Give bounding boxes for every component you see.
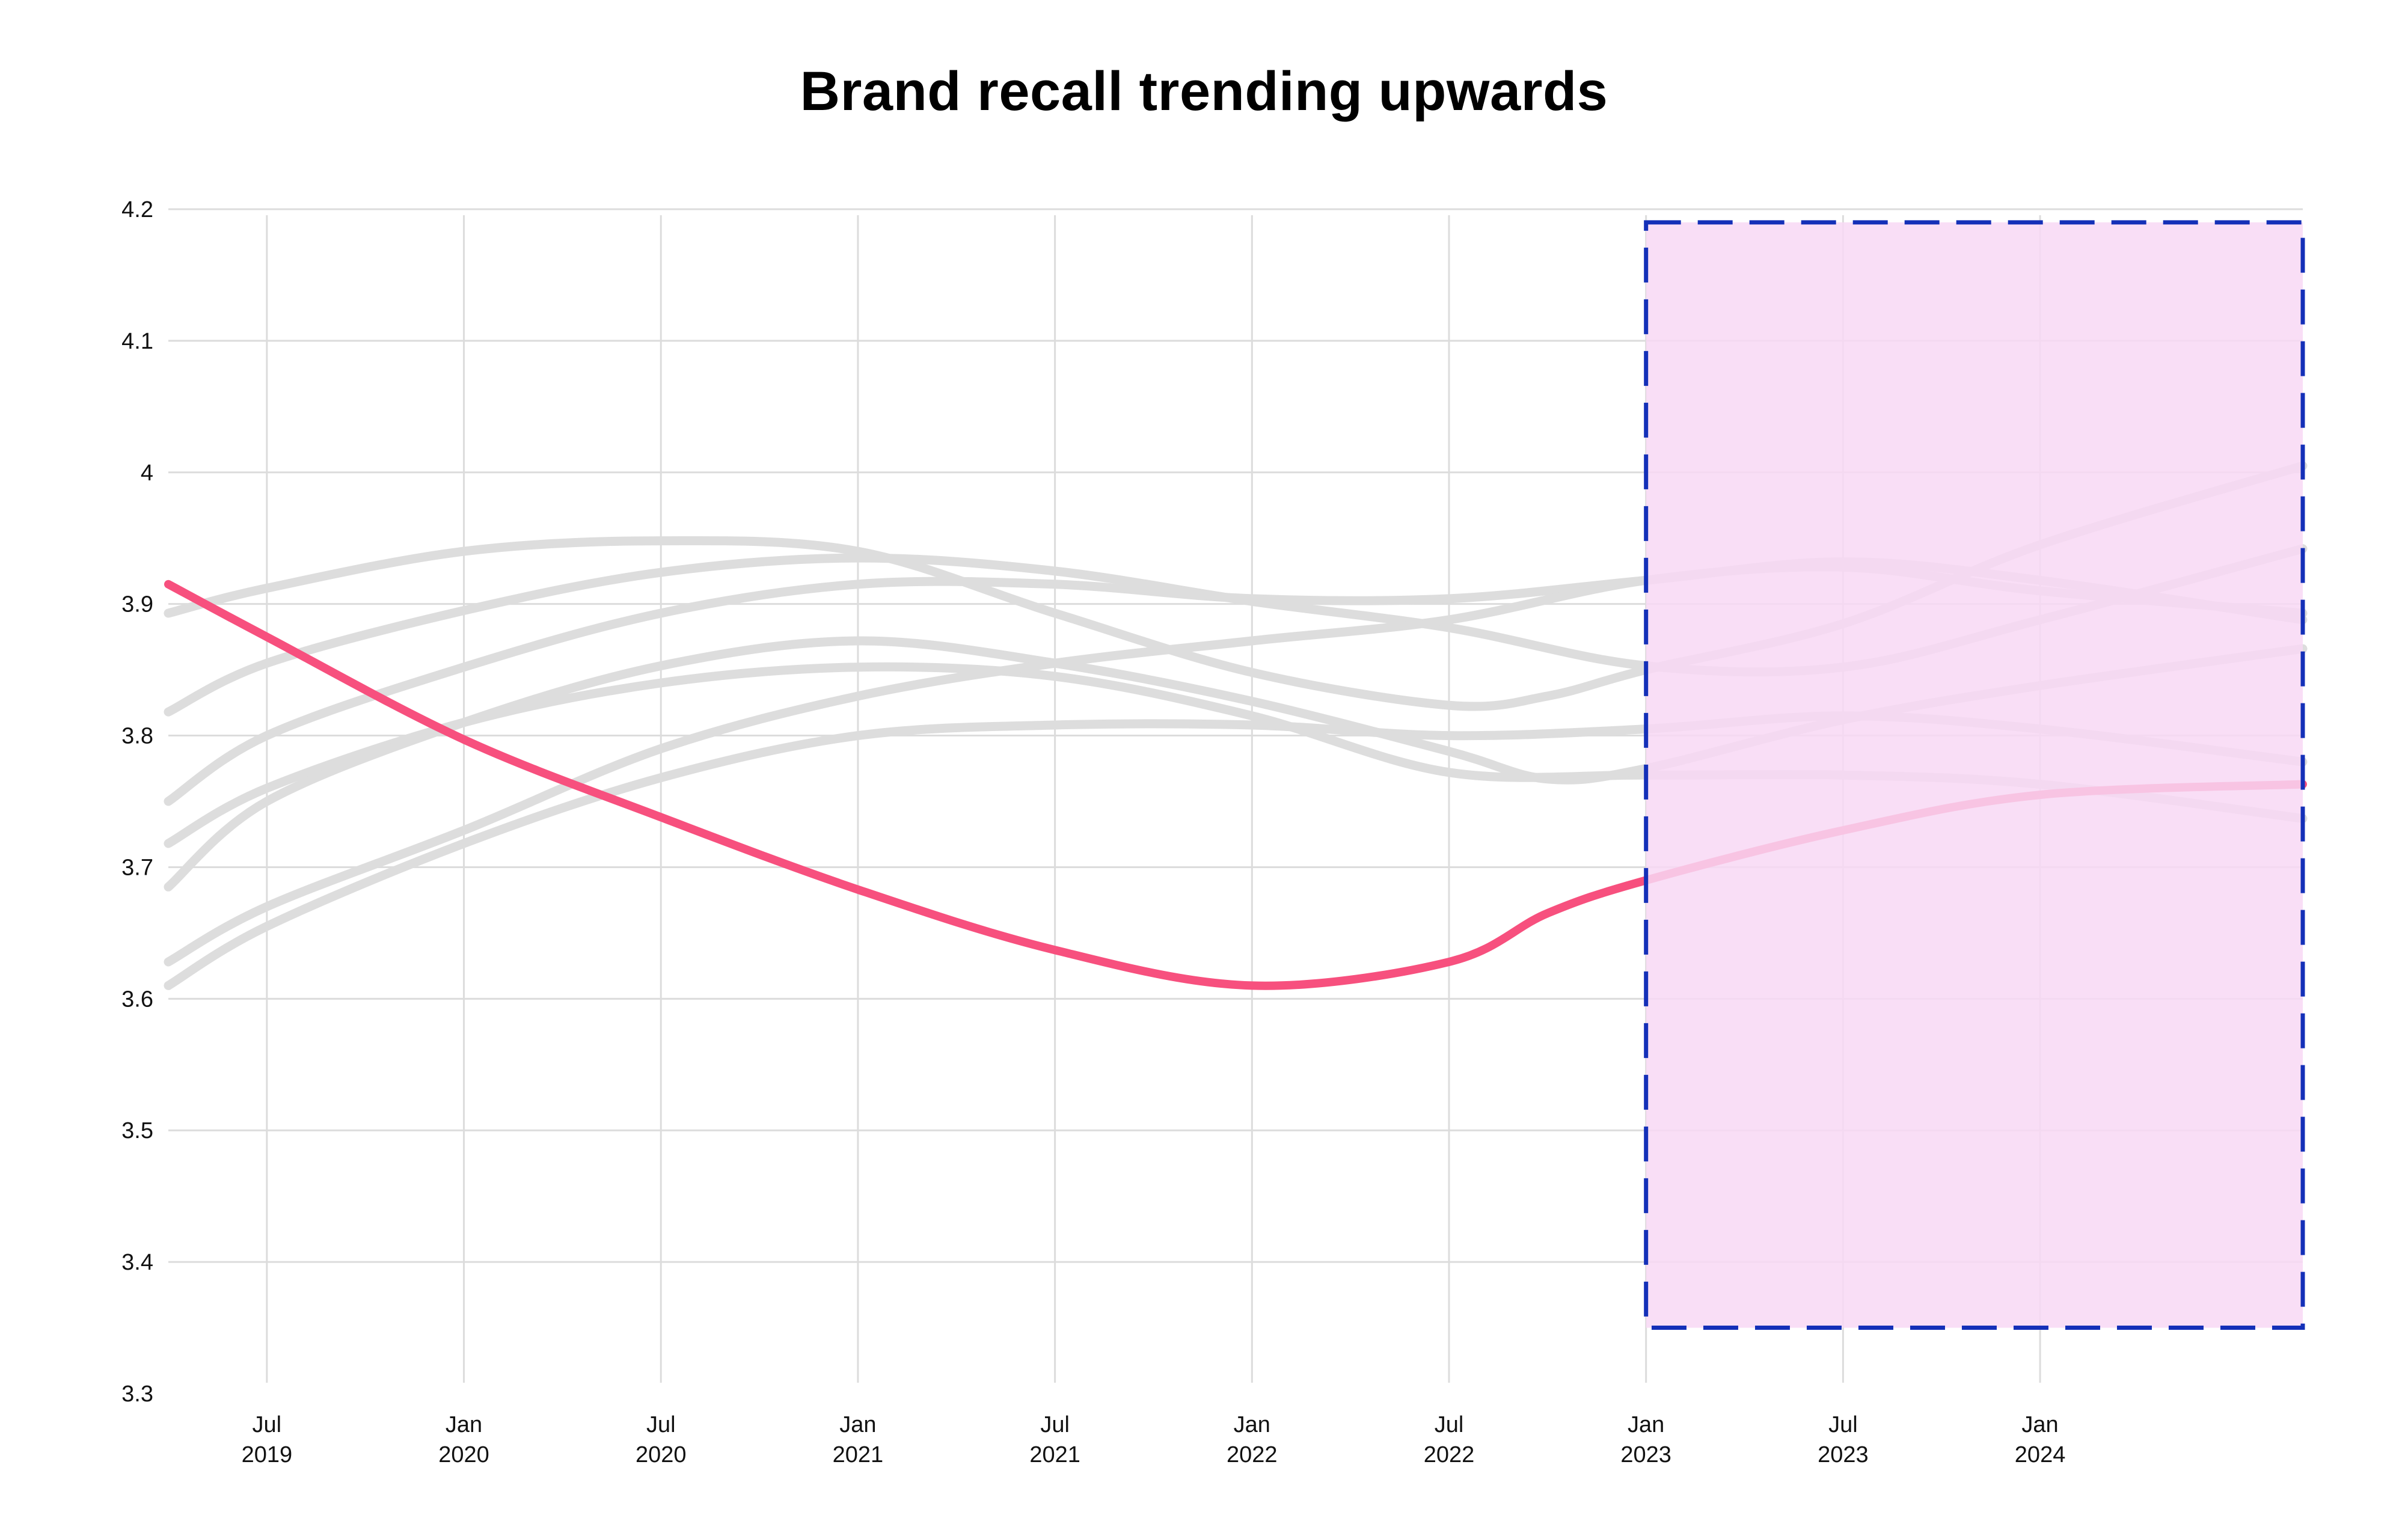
x-tick-label: Jul 2023	[1818, 1412, 1869, 1467]
y-tick-label: 4.1	[121, 329, 153, 354]
x-tick-month: Jul	[646, 1412, 676, 1437]
x-tick-month: Jul	[1040, 1412, 1070, 1437]
x-tick-label: Jan 2020	[438, 1412, 489, 1467]
x-tick-label: Jul 2021	[1029, 1412, 1080, 1467]
x-tick-year: 2023	[1620, 1442, 1671, 1467]
x-tick-month: Jan	[839, 1412, 876, 1437]
y-tick-label: 3.7	[121, 855, 153, 880]
x-tick-year: 2022	[1424, 1442, 1475, 1467]
highlight-region-fill	[1646, 222, 2303, 1328]
x-tick-label: Jan 2022	[1227, 1412, 1278, 1467]
x-tick-year: 2020	[438, 1442, 489, 1467]
y-tick-label: 4	[141, 461, 153, 486]
y-axis: 3.3 3.4 3.5 3.6 3.7 3.8 3.9 4 4.1 4.2	[121, 197, 153, 1407]
highlight-region-border	[1644, 220, 2305, 1330]
x-tick-label: Jul 2022	[1424, 1412, 1475, 1467]
x-tick-label: Jul 2020	[636, 1412, 687, 1467]
x-tick-month: Jul	[253, 1412, 282, 1437]
x-tick-month: Jan	[446, 1412, 482, 1437]
y-tick-label: 3.4	[121, 1250, 153, 1275]
x-tick-year: 2021	[833, 1442, 884, 1467]
x-axis: Jul 2019 Jan 2020 Jul 2020 Jan 2021 Jul 2021 Jan 20…	[242, 1412, 2066, 1467]
x-tick-month: Jul	[1828, 1412, 1858, 1437]
x-tick-year: 2021	[1029, 1442, 1080, 1467]
y-tick-label: 3.5	[121, 1118, 153, 1143]
x-tick-label: Jan 2023	[1620, 1412, 1671, 1467]
chart-title: Brand recall trending upwards	[800, 61, 1608, 122]
x-tick-year: 2024	[2015, 1442, 2066, 1467]
y-tick-label: 3.9	[121, 592, 153, 617]
x-tick-label: Jan 2021	[833, 1412, 884, 1467]
y-tick-label: 3.3	[121, 1382, 153, 1407]
x-tick-year: 2020	[636, 1442, 687, 1467]
x-tick-year: 2019	[242, 1442, 293, 1467]
x-tick-month: Jan	[2021, 1412, 2058, 1437]
y-tick-label: 3.6	[121, 987, 153, 1012]
y-tick-label: 4.2	[121, 197, 153, 222]
x-tick-label: Jul 2019	[242, 1412, 293, 1467]
x-tick-year: 2023	[1818, 1442, 1869, 1467]
x-tick-label: Jan 2024	[2015, 1412, 2066, 1467]
x-tick-month: Jul	[1435, 1412, 1464, 1437]
y-tick-label: 3.8	[121, 724, 153, 749]
highlight-region-group	[1644, 220, 2305, 1330]
x-tick-year: 2022	[1227, 1442, 1278, 1467]
x-tick-month: Jan	[1234, 1412, 1270, 1437]
x-tick-month: Jan	[1628, 1412, 1664, 1437]
